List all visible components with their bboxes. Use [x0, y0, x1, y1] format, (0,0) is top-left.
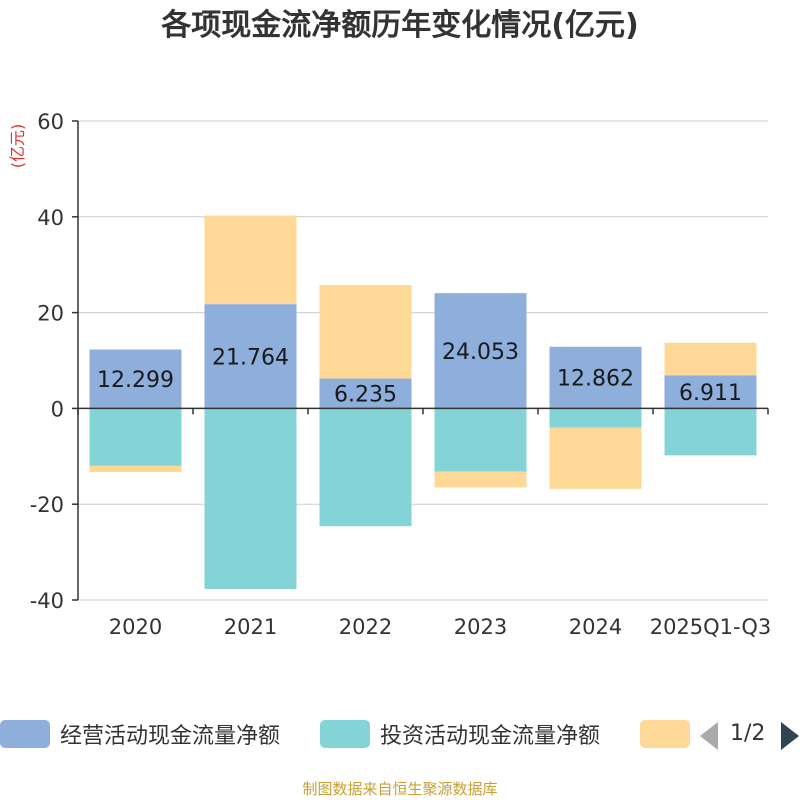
- bar-operating-2023: [434, 293, 527, 409]
- pager-prev-icon[interactable]: [700, 722, 718, 750]
- legend-item-financing[interactable]: [640, 716, 700, 752]
- bar-investing-2022: [319, 408, 412, 527]
- y-axis-label: (亿元): [8, 124, 27, 169]
- bar-financing-2025Q1-Q3: [664, 342, 757, 376]
- bar-financing-2022: [319, 285, 412, 379]
- bar-investing-2025Q1-Q3: [664, 408, 757, 456]
- bar-investing-2024: [549, 408, 642, 428]
- data-label: 21.764: [212, 345, 289, 370]
- y-tick-label: -20: [30, 493, 64, 517]
- legend-swatch-operating: [0, 720, 50, 748]
- bar-investing-2020: [89, 408, 182, 466]
- gridlines: [78, 120, 768, 601]
- legend-item-investing[interactable]: 投资活动现金流量净额: [320, 716, 600, 752]
- bar-investing-2021: [204, 408, 297, 589]
- legend-label-operating: 经营活动现金流量净额: [60, 724, 281, 749]
- axes: 60 40 20 0 -20 -40 (亿元) 2020 2021 2022 2023 2024 202…: [8, 110, 771, 639]
- legend-swatch-financing: [640, 720, 690, 748]
- bar-operating-2025Q1-Q3: [664, 375, 757, 409]
- data-label: 12.299: [97, 368, 174, 393]
- data-label: 24.053: [442, 340, 519, 365]
- source-note: 制图数据来自恒生聚源数据库: [302, 780, 498, 798]
- chart-title: 各项现金流净额历年变化情况(亿元): [161, 8, 639, 43]
- bar-operating-2020: [89, 349, 182, 409]
- data-label: 6.911: [679, 381, 742, 406]
- legend: 经营活动现金流量净额 投资活动现金流量净额: [0, 716, 800, 752]
- bar-financing-2020: [89, 465, 182, 473]
- x-tick-label: 2022: [339, 615, 392, 639]
- bar-financing-2024: [549, 427, 642, 489]
- bar-financing-2023: [434, 471, 527, 488]
- bar-operating-2021: [204, 304, 297, 409]
- x-tick-label: 2020: [109, 615, 162, 639]
- data-labels: 12.299 21.764 6.235 24.053 12.862 6.911: [97, 340, 742, 408]
- bars: [89, 215, 757, 589]
- x-tick-label: 2023: [454, 615, 507, 639]
- x-tick-label: 2025Q1-Q3: [650, 615, 772, 639]
- y-tick-label: 0: [51, 397, 64, 421]
- legend-pager: 1/2: [700, 716, 800, 752]
- legend-swatch-investing: [320, 720, 370, 748]
- x-tick-label: 2024: [569, 615, 622, 639]
- bar-operating-2024: [549, 346, 642, 409]
- pager-next-icon[interactable]: [781, 722, 799, 750]
- y-tick-label: 40: [37, 206, 64, 230]
- legend-item-operating[interactable]: 经营活动现金流量净额: [0, 716, 280, 752]
- data-label: 12.862: [557, 367, 634, 392]
- bar-financing-2021: [204, 215, 297, 305]
- legend-label-investing: 投资活动现金流量净额: [380, 724, 601, 749]
- bar-investing-2023: [434, 408, 527, 472]
- x-tick-label: 2021: [224, 615, 277, 639]
- bar-operating-2022: [319, 378, 412, 409]
- pager-page-text: 1/2: [730, 721, 766, 746]
- y-tick-label: 60: [37, 110, 64, 134]
- chart-canvas: 60 40 20 0 -20 -40 (亿元) 2020 2021 2022 2023 2024 202…: [8, 110, 771, 639]
- y-tick-label: -40: [30, 589, 64, 613]
- data-label: 6.235: [334, 382, 397, 407]
- y-tick-label: 20: [37, 302, 64, 326]
